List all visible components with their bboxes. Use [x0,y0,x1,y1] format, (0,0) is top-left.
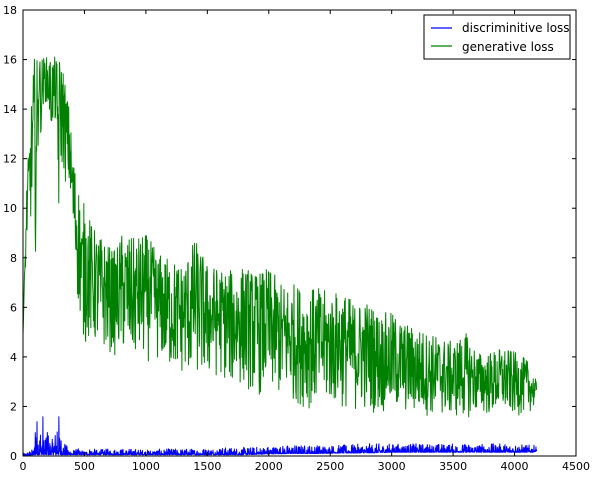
x-tick-label: 3500 [439,460,467,473]
legend-box [423,14,571,60]
x-tick-label: 2000 [255,460,283,473]
y-tick-label: 6 [10,301,17,314]
x-tick-label: 1000 [132,460,160,473]
x-tick-label: 0 [20,460,27,473]
y-tick-label: 8 [10,252,17,265]
x-tick-label: 500 [74,460,95,473]
series-line-generative-loss [23,56,538,418]
tick-layer: 0 500 1000 1500 2000 2500 3000 3500 4000 4500 0 2 4 6… [3,4,590,473]
y-tick-label: 14 [3,103,17,116]
series-layer [23,56,538,456]
legend-label-discriminitive-loss: discriminitive loss [462,21,570,35]
x-tick-label: 2500 [316,460,344,473]
y-tick-label: 18 [3,4,17,17]
y-tick-label: 2 [10,400,17,413]
legend: discriminitive loss generative loss [423,14,571,60]
x-tick-label: 4500 [562,460,590,473]
x-tick-label: 3000 [378,460,406,473]
plot-frame [22,9,577,457]
legend-label-generative-loss: generative loss [462,40,554,54]
series-line-discriminitive-loss [23,416,538,456]
x-tick-label: 4000 [501,460,529,473]
x-tick-label: 1500 [193,460,221,473]
y-tick-label: 12 [3,153,17,166]
y-tick-label: 10 [3,202,17,215]
y-tick-label: 4 [10,351,17,364]
y-tick-label: 0 [10,450,17,463]
y-tick-label: 16 [3,54,17,67]
